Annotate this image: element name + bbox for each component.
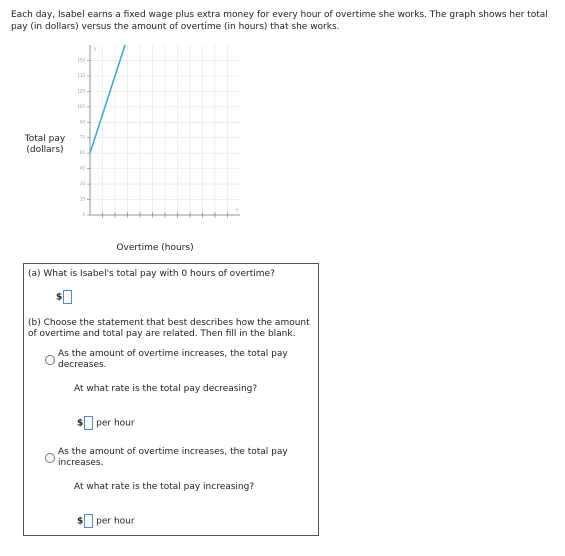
rate-question: At what rate is the total pay decreasing… [74,384,258,394]
y-tick-label: 75 [80,135,86,140]
answer-input[interactable] [84,514,94,528]
y-tick-label: 60 [80,150,86,155]
y-tick-label: 120 [77,88,85,93]
rate-question: At what rate is the total pay increasing… [74,482,255,492]
part-b-question: (b) Choose the statement that best descr… [28,318,310,339]
radio-decreases[interactable] [45,355,55,365]
currency: $ [56,290,73,304]
answer-input[interactable] [84,416,94,430]
intro: Each day, Isabel earns a fixed wage plus… [11,10,548,32]
radio-increases[interactable] [45,453,55,463]
y-tick-label: 0 [82,212,85,217]
option-statement: As the amount of overtime increases, the… [58,447,288,468]
y-tick-label: 45 [80,166,86,171]
part-a-question: (a) What is Isabel's total pay with 0 ho… [28,269,275,279]
y-tick-label: 30 [80,181,86,186]
rate-answer: $ per hour [77,514,135,528]
currency-sign: $ [77,418,84,429]
currency-sign: $ [77,516,84,527]
option-statement: As the amount of overtime increases, the… [58,349,288,370]
x-label: Overtime (hours) [116,243,194,253]
y-axis-letter: y [94,46,97,51]
answer-input[interactable] [63,290,73,304]
rate-answer: $ per hour [77,416,135,430]
y-tick-label: 90 [80,119,86,124]
chart: 0 15 30 45 60 75 90 105 120 135 150 y x [77,44,240,218]
unit: per hour [96,418,135,429]
unit: per hour [96,516,135,527]
line [89,44,126,154]
x-axis-letter: x [236,207,239,212]
question-box [23,263,319,536]
y-tick-label: 105 [77,104,85,109]
y-label: Total pay (dollars) [24,134,66,155]
y-tick-label: 150 [77,57,85,62]
currency-sign: $ [56,292,63,303]
y-tick-label: 15 [80,197,86,202]
y-tick-label: 135 [77,73,85,78]
